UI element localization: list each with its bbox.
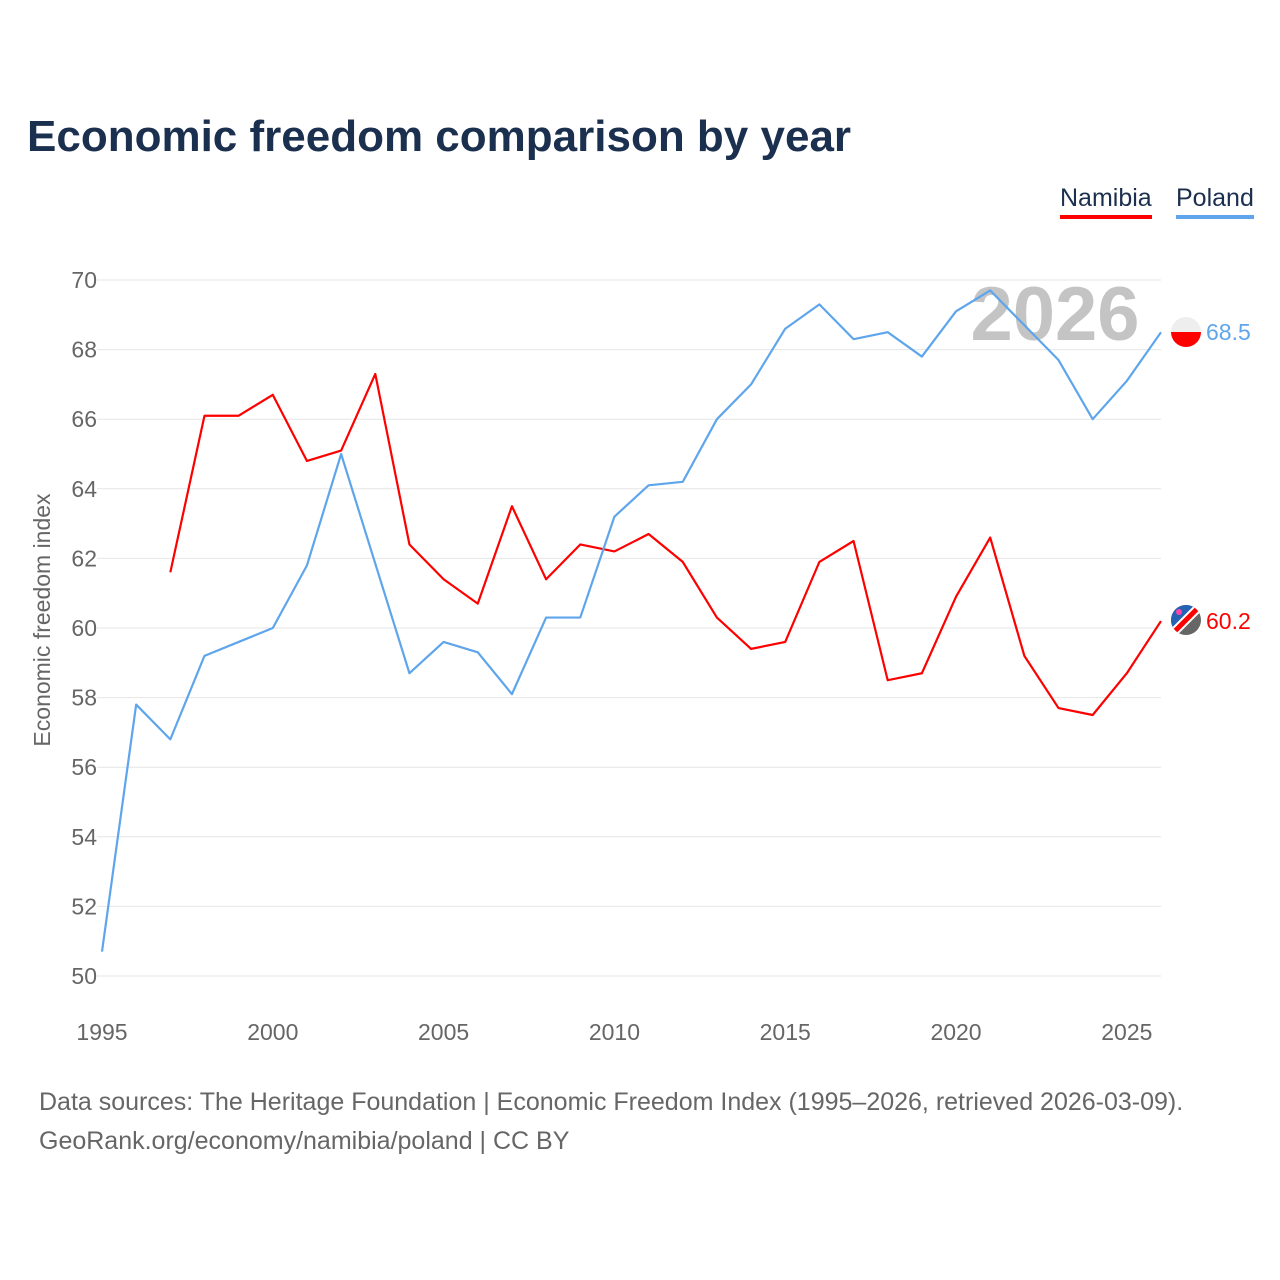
y-tick-label: 70: [71, 267, 97, 293]
y-tick-label: 50: [71, 963, 97, 989]
x-tick-label: 2015: [760, 1019, 811, 1045]
y-tick-label: 58: [71, 685, 97, 711]
y-tick-label: 64: [71, 476, 97, 502]
year-watermark: 2026: [970, 272, 1139, 357]
x-tick-label: 2025: [1101, 1019, 1152, 1045]
end-value-label-poland: 68.5: [1206, 319, 1251, 345]
y-axis-label: Economic freedom index: [29, 493, 55, 747]
x-tick-label: 2010: [589, 1019, 640, 1045]
legend-namibia[interactable]: Namibia: [1060, 184, 1152, 219]
end-value-label-namibia: 60.2: [1206, 608, 1251, 634]
x-tick-label: 1995: [76, 1019, 127, 1045]
x-tick-label: 2000: [247, 1019, 298, 1045]
chart-title: Economic freedom comparison by year: [27, 112, 852, 161]
y-tick-label: 66: [71, 406, 97, 432]
legend-poland[interactable]: Poland: [1176, 184, 1254, 219]
namibia-flag-icon: [1171, 605, 1201, 635]
series-line-namibia: [169, 372, 1162, 717]
y-tick-label: 52: [71, 893, 97, 919]
source-line-2[interactable]: GeoRank.org/economy/namibia/poland | CC …: [39, 1127, 570, 1155]
poland-flag-icon: [1171, 317, 1201, 347]
x-tick-label: 2020: [930, 1019, 981, 1045]
y-tick-label: 56: [71, 754, 97, 780]
y-tick-label: 60: [71, 615, 97, 641]
line-chart: 2026 50 52 54 56 58 60 62 64 66 68 70 1995 2000 2005 2…: [29, 267, 1251, 1045]
source-line-1: Data sources: The Heritage Foundation | …: [39, 1088, 1184, 1116]
y-tick-label: 54: [71, 824, 97, 850]
y-tick-label: 62: [71, 545, 97, 571]
y-tick-label: 68: [71, 337, 97, 363]
x-tick-label: 2005: [418, 1019, 469, 1045]
series-line-poland: [100, 289, 1162, 952]
